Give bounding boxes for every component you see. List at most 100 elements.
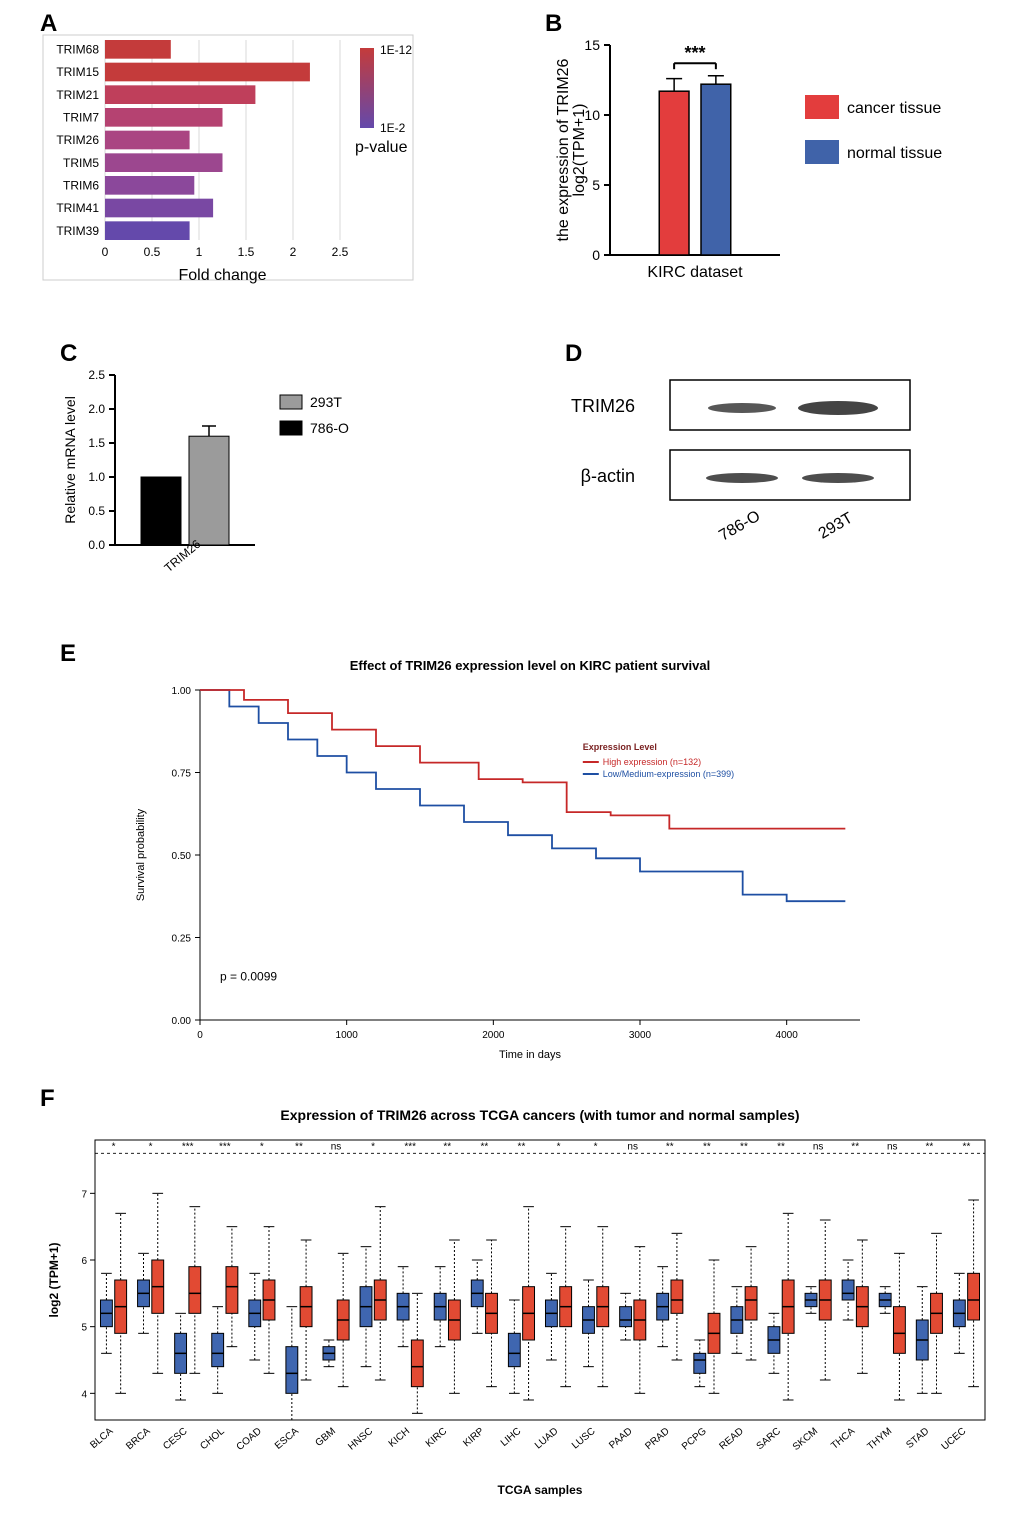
svg-text:**: ** [925,1141,933,1152]
svg-text:1E-12: 1E-12 [380,43,412,57]
panel-c-chart: 0.00.51.01.52.02.5Relative mRNA levelTRI… [40,355,420,635]
svg-text:p-value: p-value [355,139,408,156]
svg-text:BRCA: BRCA [124,1426,153,1452]
svg-text:6: 6 [81,1256,87,1267]
svg-text:15: 15 [584,37,600,53]
svg-text:THYM: THYM [865,1426,894,1453]
svg-text:COAD: COAD [235,1426,264,1453]
svg-text:1: 1 [196,245,203,259]
panel-e-chart: Effect of TRIM26 expression level on KIR… [120,650,880,1070]
svg-text:PRAD: PRAD [643,1426,671,1452]
svg-text:High expression (n=132): High expression (n=132) [603,757,701,767]
svg-text:***: *** [219,1141,231,1152]
svg-text:0: 0 [102,245,109,259]
svg-text:1.0: 1.0 [88,470,105,484]
svg-text:TRIM68: TRIM68 [56,42,99,56]
svg-text:log2(TPM+1): log2(TPM+1) [571,104,588,197]
svg-text:Time in days: Time in days [499,1049,561,1061]
panel-a-chart: 00.511.522.5TRIM68TRIM15TRIM21TRIM7TRIM2… [30,30,470,310]
svg-text:**: ** [777,1141,785,1152]
svg-text:**: ** [443,1141,451,1152]
svg-text:0: 0 [592,247,600,263]
svg-text:THCA: THCA [829,1426,857,1452]
svg-text:LUSC: LUSC [570,1426,598,1452]
svg-text:1.5: 1.5 [88,436,105,450]
svg-text:1000: 1000 [336,1030,359,1041]
svg-text:STAD: STAD [904,1426,931,1451]
svg-text:2: 2 [290,245,297,259]
svg-text:4000: 4000 [776,1030,799,1041]
svg-text:Relative mRNA level: Relative mRNA level [62,396,78,524]
svg-text:KIRP: KIRP [461,1426,486,1450]
svg-text:CHOL: CHOL [198,1426,227,1453]
svg-text:0: 0 [197,1030,203,1041]
svg-text:*: * [371,1141,375,1152]
svg-text:4: 4 [81,1389,87,1400]
svg-text:0.5: 0.5 [88,504,105,518]
svg-text:ns: ns [331,1141,342,1152]
svg-text:TRIM26: TRIM26 [571,396,635,416]
svg-text:TRIM41: TRIM41 [56,201,99,215]
svg-text:**: ** [963,1141,971,1152]
svg-text:normal tissue: normal tissue [847,145,942,162]
svg-text:*: * [557,1141,561,1152]
svg-text:**: ** [480,1141,488,1152]
svg-text:7: 7 [81,1189,87,1200]
svg-text:*: * [594,1141,598,1152]
svg-text:**: ** [740,1141,748,1152]
svg-text:1E-2: 1E-2 [380,121,406,135]
svg-text:0.5: 0.5 [144,245,161,259]
svg-text:2000: 2000 [482,1030,505,1041]
svg-text:293T: 293T [310,394,342,410]
svg-text:READ: READ [718,1426,746,1452]
svg-text:ns: ns [627,1141,638,1152]
svg-text:*: * [149,1141,153,1152]
svg-text:Low/Medium-expression (n=399): Low/Medium-expression (n=399) [603,769,734,779]
svg-text:log2 (TPM+1): log2 (TPM+1) [47,1242,61,1317]
svg-text:LUAD: LUAD [533,1426,561,1452]
svg-text:TRIM7: TRIM7 [63,110,99,124]
svg-text:ns: ns [887,1141,898,1152]
svg-text:0.0: 0.0 [88,538,105,552]
svg-text:the expression of TRIM26: the expression of TRIM26 [555,58,572,241]
svg-text:p = 0.0099: p = 0.0099 [220,969,277,983]
svg-text:***: *** [182,1141,194,1152]
svg-text:β-actin: β-actin [581,466,635,486]
svg-text:0.50: 0.50 [172,851,192,862]
svg-text:3000: 3000 [629,1030,652,1041]
svg-text:cancer tissue: cancer tissue [847,100,941,117]
panel-f-chart: Expression of TRIM26 across TCGA cancers… [40,1100,1000,1500]
svg-text:2.5: 2.5 [88,368,105,382]
svg-text:SARC: SARC [755,1426,783,1452]
svg-text:TRIM21: TRIM21 [56,88,99,102]
svg-text:Fold change: Fold change [178,267,266,284]
panel-d-blot: TRIM26β-actin786-O293T [530,350,960,610]
svg-text:TRIM15: TRIM15 [56,65,99,79]
svg-text:TRIM5: TRIM5 [63,156,99,170]
svg-text:TRIM39: TRIM39 [56,224,99,238]
svg-text:PAAD: PAAD [607,1426,634,1451]
svg-text:TRIM26: TRIM26 [56,133,99,147]
svg-text:KIRC: KIRC [424,1426,449,1450]
svg-text:2.5: 2.5 [332,245,349,259]
svg-text:2.0: 2.0 [88,402,105,416]
svg-text:***: *** [684,43,705,63]
svg-text:**: ** [518,1141,526,1152]
svg-text:5: 5 [81,1323,87,1334]
svg-text:0.75: 0.75 [172,769,192,780]
svg-text:HNSC: HNSC [346,1426,375,1453]
svg-text:ESCA: ESCA [273,1426,301,1452]
panel-b-chart: 051015***the expression of TRIM26log2(TP… [540,15,1000,305]
svg-text:0.25: 0.25 [172,934,192,945]
svg-text:293T: 293T [816,510,856,543]
svg-text:**: ** [703,1141,711,1152]
svg-text:Effect of TRIM26 expression le: Effect of TRIM26 expression level on KIR… [350,658,710,673]
svg-text:**: ** [295,1141,303,1152]
panel-e-label: E [60,640,76,668]
svg-text:PCPG: PCPG [680,1426,709,1453]
svg-text:Expression of TRIM26 across TC: Expression of TRIM26 across TCGA cancers… [280,1107,799,1123]
svg-text:UCEC: UCEC [940,1426,969,1453]
svg-text:***: *** [404,1141,416,1152]
svg-text:KIRC dataset: KIRC dataset [647,264,743,281]
svg-text:**: ** [851,1141,859,1152]
